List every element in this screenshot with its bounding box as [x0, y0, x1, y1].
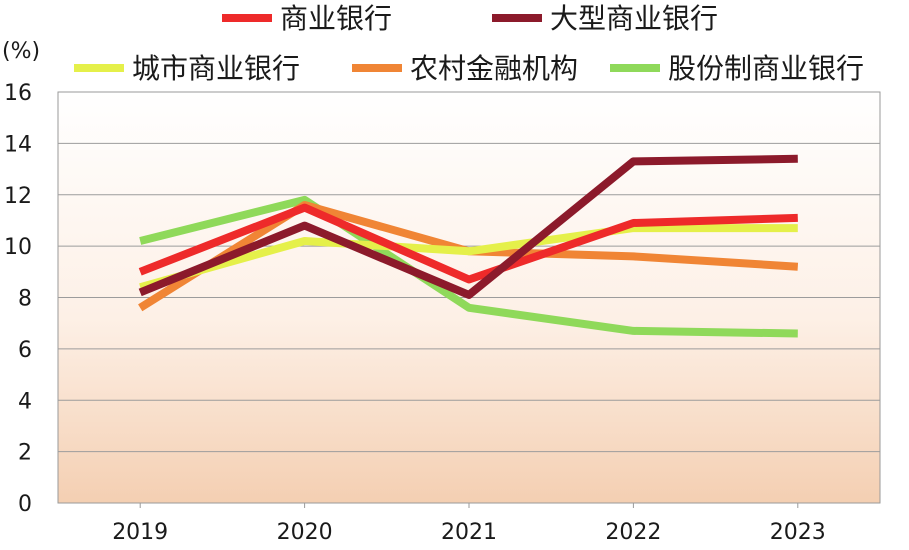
- legend-label: 城市商业银行: [132, 52, 300, 85]
- x-tick-label: 2020: [277, 520, 333, 545]
- y-tick-label: 12: [4, 184, 32, 209]
- x-tick-label: 2022: [605, 520, 661, 545]
- y-tick-label: 6: [18, 338, 32, 363]
- legend-item-5: 股份制商业银行: [610, 52, 864, 85]
- legend-item-1: 商业银行: [222, 2, 392, 35]
- x-tick-label: 2021: [441, 520, 497, 545]
- legend-label: 商业银行: [280, 2, 392, 35]
- y-axis-unit-label: (%): [2, 39, 40, 64]
- y-tick-label: 0: [18, 492, 32, 517]
- y-tick-label: 8: [18, 287, 32, 312]
- x-tick-label: 2023: [770, 520, 826, 545]
- legend-label: 农村金融机构: [410, 52, 578, 85]
- y-tick-label: 2: [18, 441, 32, 466]
- legend-item-4: 农村金融机构: [352, 52, 578, 85]
- y-tick-label: 14: [4, 132, 32, 157]
- legend-item-3: 城市商业银行: [74, 52, 300, 85]
- legend-item-2: 大型商业银行: [492, 2, 718, 35]
- y-tick-label: 16: [4, 81, 32, 106]
- y-tick-label: 10: [4, 235, 32, 260]
- legend-label: 大型商业银行: [550, 2, 718, 35]
- legend-label: 股份制商业银行: [668, 52, 864, 85]
- x-tick-label: 2019: [112, 520, 168, 545]
- y-tick-label: 4: [18, 389, 32, 414]
